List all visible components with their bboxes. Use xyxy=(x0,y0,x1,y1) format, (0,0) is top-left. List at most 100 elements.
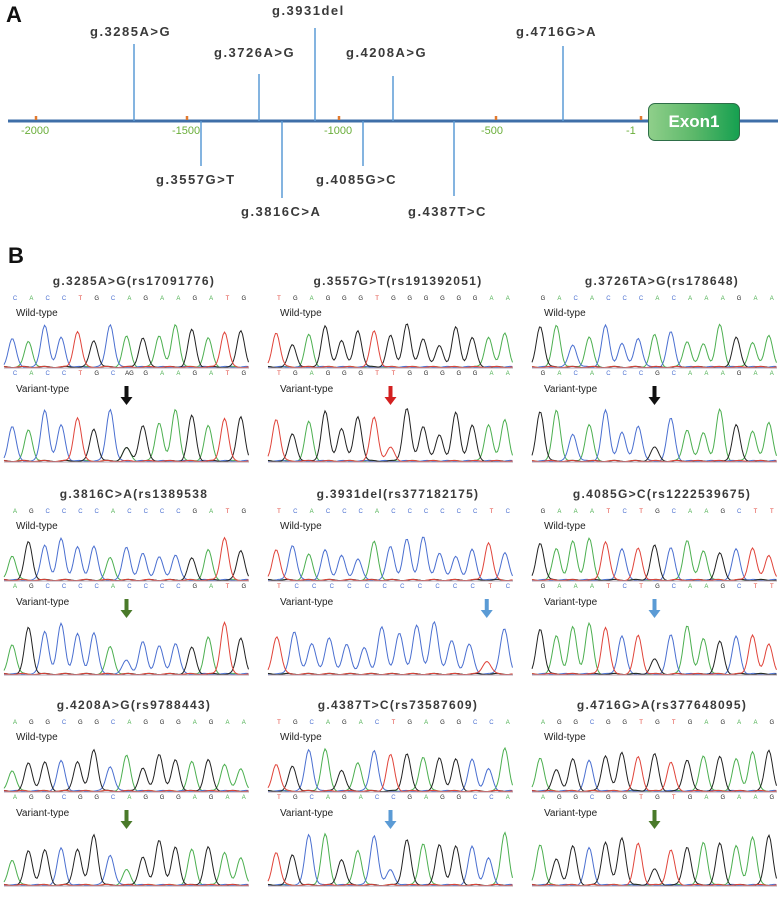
base-call: C xyxy=(417,584,423,590)
base-call: A xyxy=(573,584,578,590)
chromatogram-traces xyxy=(267,536,513,676)
trace-T xyxy=(531,842,777,887)
base-call: G xyxy=(143,296,149,302)
base-call-sequence: C A C C T G C AG G A A G A T G xyxy=(10,371,249,377)
variant-title: g.4387T>C(rs73587609) xyxy=(317,698,479,712)
variant-type-label: Variant-type xyxy=(544,384,598,395)
base-call: G xyxy=(293,795,298,801)
chromatogram-cell: g.4085G>C(rs1222539675) G A A A T C T G C A A G C T T Wi… xyxy=(531,487,784,697)
variant-type-label: Variant-type xyxy=(280,384,334,395)
base-call: A xyxy=(424,720,429,726)
chromatogram-traces xyxy=(3,323,249,463)
base-call: C xyxy=(12,296,18,302)
base-call: A xyxy=(557,371,562,377)
base-call: T xyxy=(769,584,774,590)
base-call: C xyxy=(176,509,181,515)
base-call: A xyxy=(704,795,709,801)
base-call: A xyxy=(688,296,693,302)
base-call: C xyxy=(423,509,429,515)
base-call: G xyxy=(293,296,298,302)
trace-T xyxy=(3,416,249,463)
base-call: T xyxy=(391,371,396,377)
base-call: T xyxy=(769,509,774,515)
trace-G xyxy=(531,326,777,369)
trace-A xyxy=(3,548,249,582)
base-call: C xyxy=(45,296,50,302)
trace-T xyxy=(531,365,777,369)
base-call: G xyxy=(606,720,611,726)
base-call: C xyxy=(638,371,644,377)
base-call: T xyxy=(639,584,643,590)
variant-arrow-icon xyxy=(120,599,133,618)
base-call: A xyxy=(358,795,363,801)
base-call: C xyxy=(61,795,67,801)
base-call: A xyxy=(505,720,510,726)
panel-a-letter: A xyxy=(6,2,22,27)
trace-C xyxy=(531,634,777,676)
base-call: C xyxy=(127,509,132,515)
base-call: G xyxy=(606,795,611,801)
base-call: C xyxy=(293,509,298,515)
base-call: A xyxy=(326,720,331,726)
base-call: G xyxy=(655,584,660,590)
chromatogram-traces xyxy=(531,749,777,887)
wild-type-label: Wild-type xyxy=(544,732,586,743)
base-call: A xyxy=(688,509,693,515)
exon1-box: Exon1 xyxy=(648,103,740,141)
base-call: C xyxy=(159,509,165,515)
base-call: A xyxy=(720,371,725,377)
trace-T xyxy=(531,626,777,676)
base-call: A xyxy=(127,296,132,302)
chromatogram-cell: g.3285A>G(rs17091776) C A C C T G C A G A A G A T G Wild… xyxy=(3,274,264,484)
base-call: C xyxy=(12,371,18,377)
base-call: C xyxy=(622,296,627,302)
base-call: C xyxy=(143,584,148,590)
base-call: A xyxy=(29,296,34,302)
base-call: G xyxy=(622,720,628,726)
base-call: C xyxy=(143,509,148,515)
base-call: C xyxy=(61,509,67,515)
base-call: A xyxy=(176,296,181,302)
base-call: A xyxy=(309,371,314,377)
base-call: C xyxy=(622,509,627,515)
base-call: C xyxy=(671,296,676,302)
variant-arrow-icon xyxy=(648,810,661,829)
base-call: C xyxy=(391,509,396,515)
base-call: G xyxy=(456,371,462,377)
trace-T xyxy=(531,755,777,793)
base-call: C xyxy=(489,720,494,726)
variant-label: g.3285A>G xyxy=(90,24,172,39)
base-call: C xyxy=(61,720,67,726)
base-call: G xyxy=(325,371,331,377)
chromatogram-traces xyxy=(3,536,249,676)
trace-T xyxy=(267,541,513,582)
base-call: G xyxy=(143,720,149,726)
base-call: G xyxy=(720,509,726,515)
base-call: A xyxy=(12,584,17,590)
base-call: C xyxy=(736,584,742,590)
base-call: A xyxy=(704,584,709,590)
base-call: G xyxy=(769,720,775,726)
base-call: A xyxy=(557,509,562,515)
base-call: G xyxy=(736,371,742,377)
trace-T xyxy=(267,416,513,463)
base-call: C xyxy=(325,509,331,515)
chromatogram-traces xyxy=(531,323,777,463)
base-call: A xyxy=(225,720,230,726)
base-call: C xyxy=(671,584,676,590)
base-call: A xyxy=(704,720,709,726)
base-call: A xyxy=(590,509,595,515)
base-call: C xyxy=(342,509,347,515)
base-call: A xyxy=(241,720,246,726)
trace-C xyxy=(531,846,777,887)
base-call: T xyxy=(375,371,379,377)
base-call: C xyxy=(606,371,611,377)
base-call: G xyxy=(94,795,100,801)
base-call: A xyxy=(29,371,34,377)
base-call: G xyxy=(192,371,198,377)
